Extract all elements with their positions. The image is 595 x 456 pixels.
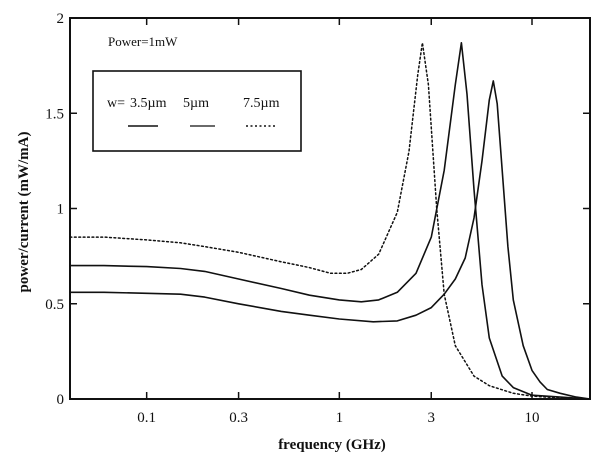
legend-prefix: w= [107,96,125,111]
x-tick-label: 0.3 [229,410,248,426]
series-line-5um [69,42,591,400]
legend-label-5um: 5µm [183,96,209,111]
y-tick-label: 2 [57,11,65,27]
legend-box [92,70,302,152]
x-axis-label: frequency (GHz) [278,437,386,453]
y-tick-label: 0.5 [45,297,64,313]
power-annotation: Power=1mW [108,34,178,49]
x-tick-label: 10 [525,410,540,426]
y-tick-label: 1.5 [45,106,64,122]
series-line-3-5um [69,80,591,400]
legend-label-7-5um: 7.5µm [243,96,280,111]
y-axis-label: power/current (mW/mA) [16,132,32,293]
legend: w= 3.5µm 5µm 7.5µm [92,70,302,152]
x-tick-label: 1 [336,410,344,426]
y-tick-label: 0 [57,392,65,408]
x-tick-label: 3 [428,410,436,426]
x-tick-label: 0.1 [137,410,156,426]
series-line-7-5um [69,42,591,400]
legend-label-3-5um: 3.5µm [130,96,167,111]
y-tick-label: 1 [57,202,65,218]
